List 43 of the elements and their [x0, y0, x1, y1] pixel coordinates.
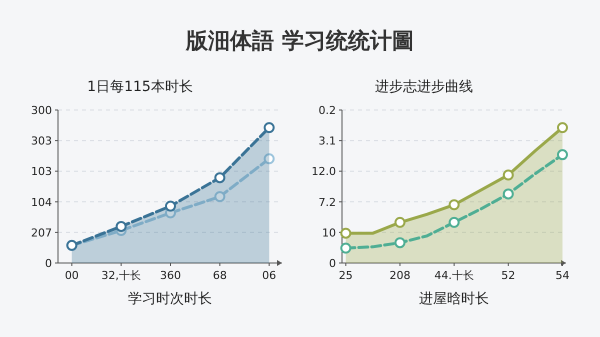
- point: [164, 200, 176, 212]
- point: [264, 122, 275, 134]
- point: [556, 149, 568, 160]
- text: 0: [329, 257, 336, 270]
- point: [502, 169, 514, 180]
- point: [394, 237, 406, 248]
- x-tick-label: 208: [389, 269, 410, 282]
- x-tick-label: 06: [262, 269, 276, 282]
- text: 303: [31, 134, 52, 148]
- point: [214, 172, 226, 184]
- x-axis-title: 学习时次时长: [128, 291, 212, 307]
- text: 300: [31, 104, 52, 117]
- x-tick-label: 32,十长: [101, 269, 141, 282]
- text: 207: [31, 226, 52, 240]
- text: 104: [31, 196, 52, 209]
- point: [556, 122, 568, 134]
- point: [340, 242, 352, 254]
- text: 103: [31, 165, 52, 178]
- text: 3.1: [318, 134, 336, 148]
- x-tick-label: 44.十长: [434, 269, 474, 282]
- chart-subtitle: 1日每115本时长: [87, 79, 193, 95]
- point: [502, 188, 514, 200]
- point: [116, 220, 127, 232]
- x-tick-label: 25: [338, 269, 353, 282]
- text: 0: [45, 257, 52, 270]
- text: 12.0: [312, 165, 336, 178]
- point: [394, 216, 406, 228]
- chart-subtitle: 进步志进步曲线: [375, 79, 473, 95]
- point: [448, 199, 460, 210]
- x-tick-label: 360: [160, 269, 181, 282]
- x-tick-label: 54: [555, 269, 570, 282]
- text: 0.2: [318, 104, 336, 117]
- point: [214, 191, 226, 202]
- chart-title: 版沺体語 学习统统计圖: [185, 28, 414, 54]
- x-tick-label: 68: [212, 269, 227, 282]
- point: [340, 228, 352, 239]
- point: [448, 216, 460, 228]
- text: 10: [322, 226, 336, 240]
- x-tick-label: 00: [64, 269, 79, 282]
- x-axis-title: 进屋晗时长: [419, 291, 489, 307]
- point: [264, 153, 275, 164]
- text: 7.2: [318, 196, 336, 209]
- x-tick-label: 52: [501, 269, 516, 282]
